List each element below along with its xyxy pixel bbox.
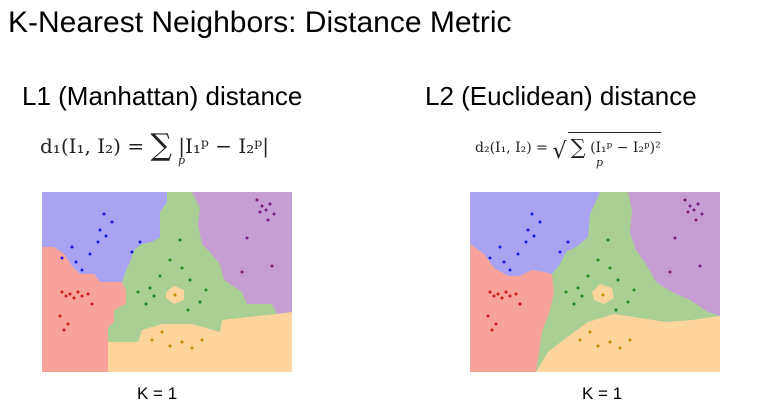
l1-formula-body: |I₁ᵖ − I₂ᵖ| xyxy=(178,134,270,158)
l1-region-yellow xyxy=(108,312,292,372)
l2-heading: L2 (Euclidean) distance xyxy=(425,81,697,111)
l2-region-yellow xyxy=(536,314,720,372)
l2-points xyxy=(486,198,704,350)
l2-decision-boundary-map xyxy=(470,192,720,372)
l1-points-purple xyxy=(240,198,276,274)
l2-points-blue xyxy=(488,212,570,272)
l2-region-blue xyxy=(470,192,600,276)
l1-panel: L1 (Manhattan) distance d₁(I₁, I₂) = ∑ |… xyxy=(12,80,352,410)
l1-region-purple xyxy=(192,192,292,314)
l1-formula-sigma: ∑ xyxy=(150,128,172,163)
l1-heading: L1 (Manhattan) distance xyxy=(22,81,303,111)
l1-decision-boundary-map xyxy=(42,192,292,372)
l2-region-purple xyxy=(628,192,720,316)
l2-points-green xyxy=(564,238,636,312)
l1-region-blue xyxy=(42,192,167,282)
l1-formula: d₁(I₁, I₂) = ∑ |I₁ᵖ − I₂ᵖ| p xyxy=(40,126,270,167)
l2-k-caption: K = 1 xyxy=(582,384,623,403)
l2-formula-sigma: ∑ xyxy=(570,135,586,159)
l1-region-red xyxy=(42,247,126,372)
l1-points-red xyxy=(58,290,94,332)
l1-k-caption: K = 1 xyxy=(137,384,178,403)
l2-points-yellow xyxy=(578,293,632,350)
l1-points-green xyxy=(136,238,208,312)
l2-points-purple xyxy=(668,198,704,274)
l2-formula: d₂(I₁, I₂) = √ ∑ (I₁ᵖ − I₂ᵖ)² p xyxy=(475,132,661,169)
l1-formula-index: p xyxy=(178,154,186,167)
l2-formula-lhs: d₂(I₁, I₂) = xyxy=(475,140,548,156)
l2-panel: L2 (Euclidean) distance d₂(I₁, I₂) = √ ∑… xyxy=(415,80,755,410)
slide-title: K-Nearest Neighbors: Distance Metric xyxy=(8,6,512,39)
l1-points xyxy=(58,198,276,350)
l2-formula-body: (I₁ᵖ − I₂ᵖ)² xyxy=(590,140,661,156)
l1-points-blue xyxy=(60,212,142,272)
l2-region-red xyxy=(470,244,554,372)
l2-formula-radicand: ∑ (I₁ᵖ − I₂ᵖ)² xyxy=(567,132,661,159)
sqrt-symbol-icon: √ xyxy=(552,138,567,164)
l2-points-red xyxy=(486,290,522,332)
l2-formula-index: p xyxy=(596,156,604,169)
l1-points-yellow xyxy=(150,293,204,350)
l1-formula-lhs: d₁(I₁, I₂) = xyxy=(40,134,145,158)
